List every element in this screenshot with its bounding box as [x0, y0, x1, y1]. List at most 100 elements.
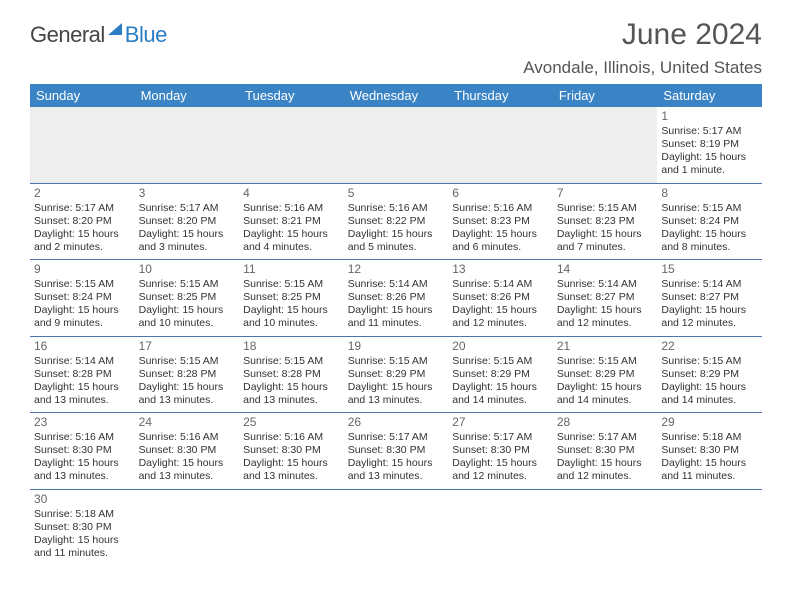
page-title: June 2024 — [523, 18, 762, 52]
day-number: 30 — [34, 492, 131, 507]
daylight-line: Daylight: 15 hours and 13 minutes. — [348, 457, 445, 483]
daylight-line: Daylight: 15 hours and 13 minutes. — [348, 381, 445, 407]
sunrise-line: Sunrise: 5:15 AM — [557, 355, 654, 368]
daylight-line: Daylight: 15 hours and 12 minutes. — [661, 304, 758, 330]
sunrise-line: Sunrise: 5:16 AM — [348, 202, 445, 215]
calendar-cell: 17Sunrise: 5:15 AMSunset: 8:28 PMDayligh… — [135, 336, 240, 413]
daylight-line: Daylight: 15 hours and 9 minutes. — [34, 304, 131, 330]
daylight-line: Daylight: 15 hours and 14 minutes. — [661, 381, 758, 407]
daylight-line: Daylight: 15 hours and 13 minutes. — [34, 381, 131, 407]
sunset-line: Sunset: 8:23 PM — [452, 215, 549, 228]
sunrise-line: Sunrise: 5:14 AM — [452, 278, 549, 291]
day-number: 24 — [139, 415, 236, 430]
day-number: 2 — [34, 186, 131, 201]
daylight-line: Daylight: 15 hours and 13 minutes. — [34, 457, 131, 483]
calendar-cell: 11Sunrise: 5:15 AMSunset: 8:25 PMDayligh… — [239, 260, 344, 337]
daylight-line: Daylight: 15 hours and 10 minutes. — [243, 304, 340, 330]
day-number: 14 — [557, 262, 654, 277]
calendar-cell — [448, 107, 553, 183]
sunrise-line: Sunrise: 5:14 AM — [557, 278, 654, 291]
sunrise-line: Sunrise: 5:16 AM — [452, 202, 549, 215]
calendar-cell: 2Sunrise: 5:17 AMSunset: 8:20 PMDaylight… — [30, 183, 135, 260]
sunset-line: Sunset: 8:27 PM — [661, 291, 758, 304]
day-number: 22 — [661, 339, 758, 354]
calendar-cell: 24Sunrise: 5:16 AMSunset: 8:30 PMDayligh… — [135, 413, 240, 490]
calendar-cell: 9Sunrise: 5:15 AMSunset: 8:24 PMDaylight… — [30, 260, 135, 337]
calendar-cell: 5Sunrise: 5:16 AMSunset: 8:22 PMDaylight… — [344, 183, 449, 260]
calendar-cell: 13Sunrise: 5:14 AMSunset: 8:26 PMDayligh… — [448, 260, 553, 337]
day-number: 11 — [243, 262, 340, 277]
sunset-line: Sunset: 8:26 PM — [348, 291, 445, 304]
sunrise-line: Sunrise: 5:15 AM — [452, 355, 549, 368]
day-number: 20 — [452, 339, 549, 354]
sunset-line: Sunset: 8:28 PM — [243, 368, 340, 381]
sunrise-line: Sunrise: 5:17 AM — [348, 431, 445, 444]
sunset-line: Sunset: 8:30 PM — [243, 444, 340, 457]
daylight-line: Daylight: 15 hours and 14 minutes. — [452, 381, 549, 407]
sunrise-line: Sunrise: 5:16 AM — [243, 202, 340, 215]
calendar-cell — [239, 107, 344, 183]
calendar-cell — [30, 107, 135, 183]
day-number: 7 — [557, 186, 654, 201]
day-number: 1 — [661, 109, 758, 124]
daylight-line: Daylight: 15 hours and 10 minutes. — [139, 304, 236, 330]
sunset-line: Sunset: 8:30 PM — [348, 444, 445, 457]
calendar-cell: 3Sunrise: 5:17 AMSunset: 8:20 PMDaylight… — [135, 183, 240, 260]
day-number: 23 — [34, 415, 131, 430]
calendar-cell — [135, 489, 240, 565]
sunrise-line: Sunrise: 5:17 AM — [139, 202, 236, 215]
sunrise-line: Sunrise: 5:17 AM — [557, 431, 654, 444]
daylight-line: Daylight: 15 hours and 14 minutes. — [557, 381, 654, 407]
sunset-line: Sunset: 8:23 PM — [557, 215, 654, 228]
sunrise-line: Sunrise: 5:18 AM — [661, 431, 758, 444]
daylight-line: Daylight: 15 hours and 11 minutes. — [661, 457, 758, 483]
calendar-cell: 20Sunrise: 5:15 AMSunset: 8:29 PMDayligh… — [448, 336, 553, 413]
sunset-line: Sunset: 8:29 PM — [452, 368, 549, 381]
calendar-cell: 16Sunrise: 5:14 AMSunset: 8:28 PMDayligh… — [30, 336, 135, 413]
day-number: 8 — [661, 186, 758, 201]
title-block: June 2024 Avondale, Illinois, United Sta… — [523, 18, 762, 78]
calendar-row: 23Sunrise: 5:16 AMSunset: 8:30 PMDayligh… — [30, 413, 762, 490]
sunrise-line: Sunrise: 5:14 AM — [348, 278, 445, 291]
location-subtitle: Avondale, Illinois, United States — [523, 58, 762, 78]
calendar-cell — [553, 107, 658, 183]
sunrise-line: Sunrise: 5:15 AM — [661, 202, 758, 215]
day-number: 9 — [34, 262, 131, 277]
sunset-line: Sunset: 8:25 PM — [139, 291, 236, 304]
day-number: 29 — [661, 415, 758, 430]
sunset-line: Sunset: 8:24 PM — [661, 215, 758, 228]
calendar-cell: 8Sunrise: 5:15 AMSunset: 8:24 PMDaylight… — [657, 183, 762, 260]
calendar-row: 2Sunrise: 5:17 AMSunset: 8:20 PMDaylight… — [30, 183, 762, 260]
sunset-line: Sunset: 8:28 PM — [139, 368, 236, 381]
sunset-line: Sunset: 8:24 PM — [34, 291, 131, 304]
sunrise-line: Sunrise: 5:14 AM — [661, 278, 758, 291]
daylight-line: Daylight: 15 hours and 3 minutes. — [139, 228, 236, 254]
logo-text-1: General — [30, 22, 105, 48]
sunset-line: Sunset: 8:30 PM — [34, 521, 131, 534]
day-number: 3 — [139, 186, 236, 201]
calendar-cell — [657, 489, 762, 565]
calendar-row: 30Sunrise: 5:18 AMSunset: 8:30 PMDayligh… — [30, 489, 762, 565]
calendar-cell: 25Sunrise: 5:16 AMSunset: 8:30 PMDayligh… — [239, 413, 344, 490]
calendar-cell: 1Sunrise: 5:17 AMSunset: 8:19 PMDaylight… — [657, 107, 762, 183]
calendar-cell: 28Sunrise: 5:17 AMSunset: 8:30 PMDayligh… — [553, 413, 658, 490]
weekday-header: Thursday — [448, 84, 553, 107]
sunrise-line: Sunrise: 5:15 AM — [557, 202, 654, 215]
sunrise-line: Sunrise: 5:17 AM — [452, 431, 549, 444]
sunset-line: Sunset: 8:29 PM — [661, 368, 758, 381]
daylight-line: Daylight: 15 hours and 12 minutes. — [557, 457, 654, 483]
calendar-row: 1Sunrise: 5:17 AMSunset: 8:19 PMDaylight… — [30, 107, 762, 183]
sunrise-line: Sunrise: 5:18 AM — [34, 508, 131, 521]
calendar-cell — [448, 489, 553, 565]
calendar-cell: 26Sunrise: 5:17 AMSunset: 8:30 PMDayligh… — [344, 413, 449, 490]
day-number: 15 — [661, 262, 758, 277]
weekday-header: Wednesday — [344, 84, 449, 107]
sunrise-line: Sunrise: 5:16 AM — [34, 431, 131, 444]
calendar-cell: 19Sunrise: 5:15 AMSunset: 8:29 PMDayligh… — [344, 336, 449, 413]
daylight-line: Daylight: 15 hours and 13 minutes. — [139, 381, 236, 407]
sunrise-line: Sunrise: 5:17 AM — [661, 125, 758, 138]
calendar-cell — [135, 107, 240, 183]
calendar-cell: 29Sunrise: 5:18 AMSunset: 8:30 PMDayligh… — [657, 413, 762, 490]
daylight-line: Daylight: 15 hours and 2 minutes. — [34, 228, 131, 254]
day-number: 26 — [348, 415, 445, 430]
